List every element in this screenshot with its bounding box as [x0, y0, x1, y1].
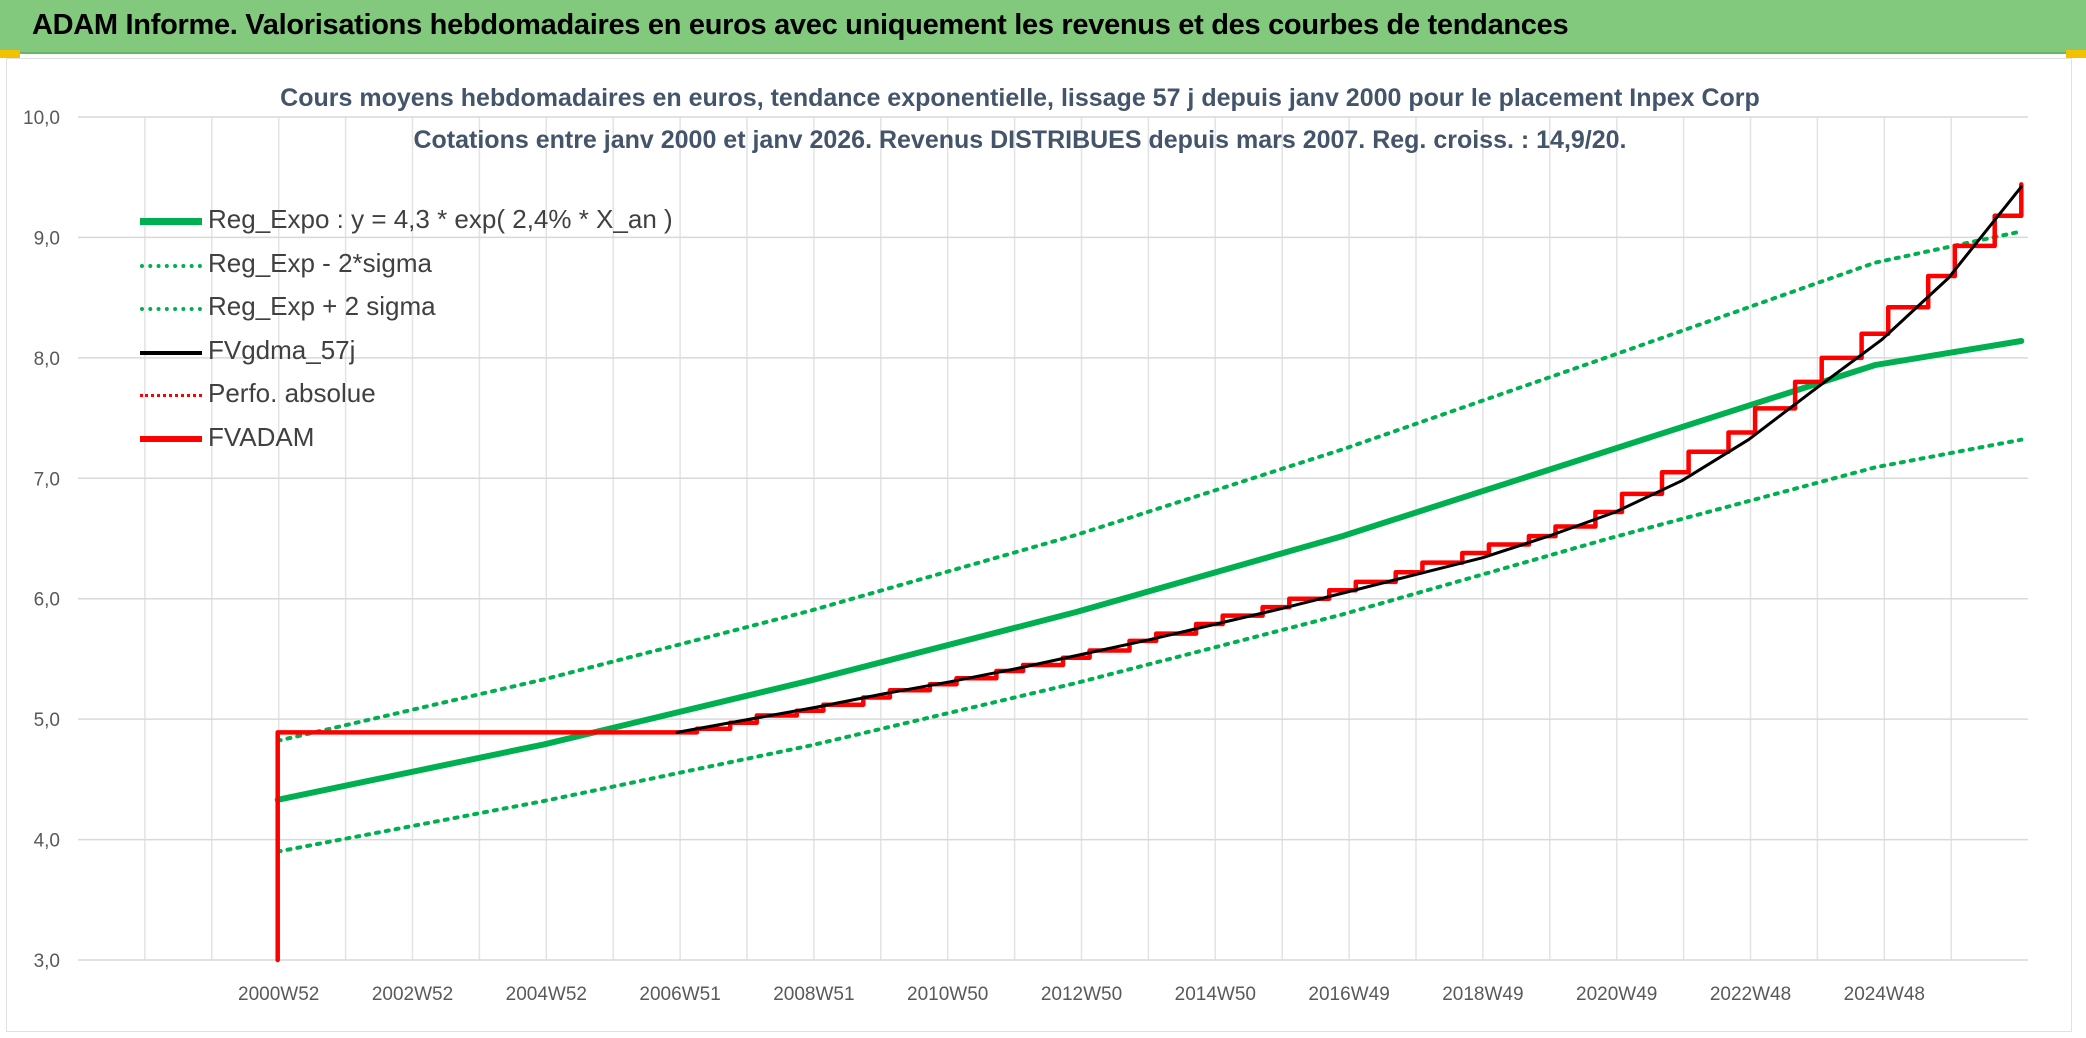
legend-swatch — [140, 394, 202, 397]
x-tick-label: 2020W49 — [1576, 984, 1657, 1005]
y-tick-label: 8,0 — [34, 349, 60, 370]
y-tick-label: 4,0 — [34, 831, 60, 852]
series-line-solid-red — [275, 182, 2024, 963]
series-line-solid-black — [675, 185, 2023, 734]
y-tick-label: 7,0 — [34, 469, 60, 490]
legend-label: Reg_Exp - 2*sigma — [208, 247, 432, 278]
x-tick-label: 2008W51 — [773, 984, 854, 1005]
x-tick-label: 2024W48 — [1844, 984, 1925, 1005]
x-tick-label: 2016W49 — [1308, 984, 1389, 1005]
x-tick-label: 2022W48 — [1710, 984, 1791, 1005]
y-tick-label: 6,0 — [34, 590, 60, 611]
x-tick-label: 2010W50 — [907, 984, 988, 1005]
legend-label: FVADAM — [208, 421, 315, 452]
series-line-dot-green — [275, 229, 2024, 743]
x-tick-label: 2000W52 — [238, 984, 319, 1005]
legend-label: Reg_Exp + 2 sigma — [208, 291, 436, 321]
x-tick-label: 2012W50 — [1041, 984, 1122, 1005]
report-title: ADAM Informe. Valorisations hebdomadaire… — [32, 9, 1569, 41]
chart-title-line-2: Cotations entre janv 2000 et janv 2026. … — [413, 126, 1627, 154]
legend-label: Reg_Expo : y = 4,3 * exp( 2,4% * X_an ) — [208, 204, 673, 234]
y-tick-label: 5,0 — [34, 710, 60, 731]
legend-swatch — [140, 218, 202, 225]
x-tick-label: 2018W49 — [1442, 984, 1523, 1005]
report-banner: ADAM Informe. Valorisations hebdomadaire… — [0, 0, 2086, 54]
x-tick-label: 2004W52 — [506, 984, 587, 1005]
x-tick-label: 2006W51 — [639, 984, 720, 1005]
x-tick-label: 2014W50 — [1175, 984, 1256, 1005]
x-tick-label: 2002W52 — [372, 984, 453, 1005]
y-tick-label: 9,0 — [34, 228, 60, 249]
legend-swatch — [140, 350, 202, 355]
legend-swatch — [140, 307, 202, 311]
corner-marker-right — [2066, 50, 2086, 58]
legend-swatch — [140, 435, 202, 442]
series-line-dot-green — [275, 437, 2024, 854]
y-tick-label: 3,0 — [34, 951, 60, 972]
legend-label: Perfo. absolue — [208, 378, 376, 408]
legend-swatch — [140, 263, 202, 268]
chart-area — [6, 58, 2072, 1032]
corner-marker-left — [0, 50, 20, 58]
y-tick-label: 10,0 — [23, 108, 60, 129]
legend-label: FVgdma_57j — [208, 334, 356, 365]
chart-title-line-1: Cours moyens hebdomadaires en euros, ten… — [280, 84, 1760, 112]
